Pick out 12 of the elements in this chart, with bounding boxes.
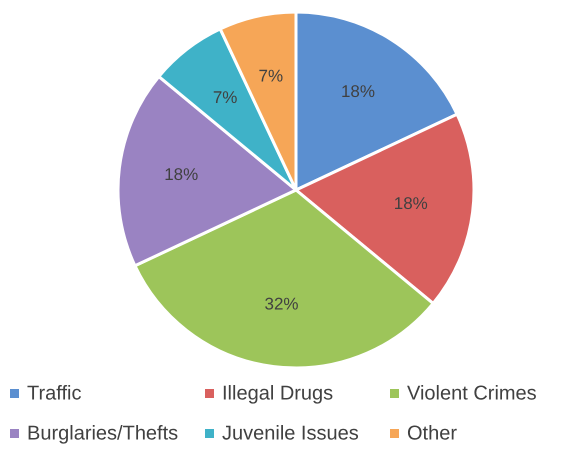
data-label: 7% <box>212 88 238 108</box>
legend-label: Burglaries/Thefts <box>27 422 178 444</box>
data-label: 18% <box>164 164 198 184</box>
legend-label: Juvenile Issues <box>222 422 359 444</box>
legend-label: Traffic <box>27 382 82 404</box>
legend-label: Other <box>407 422 458 444</box>
data-label: 18% <box>340 82 376 101</box>
data-label: 18% <box>394 194 428 213</box>
legend-label: Illegal Drugs <box>222 382 334 404</box>
data-label: 7% <box>258 66 284 86</box>
legend-label: Violent Crimes <box>407 382 537 404</box>
data-label: 32% <box>264 294 299 314</box>
